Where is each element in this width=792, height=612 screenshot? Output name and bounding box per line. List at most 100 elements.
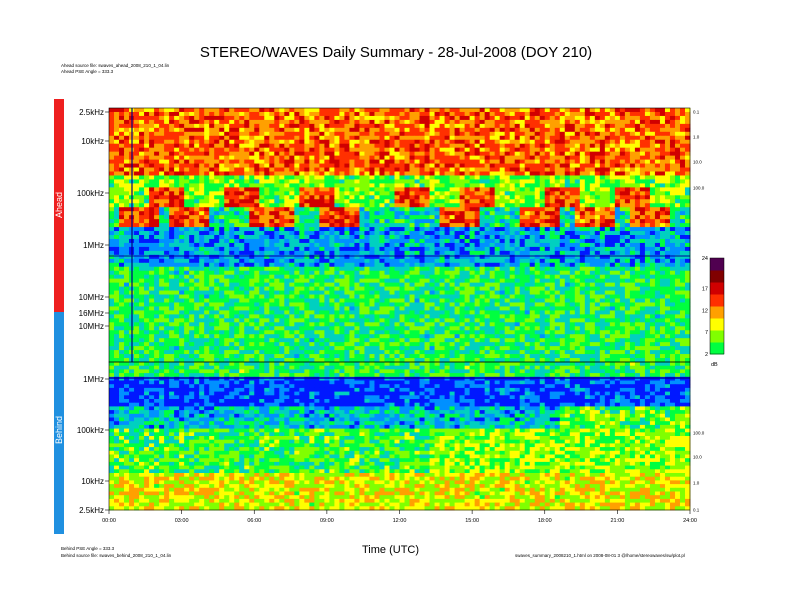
- ahead-cell: [504, 155, 511, 160]
- ahead-cell: [639, 167, 646, 172]
- ahead-cell: [459, 183, 466, 188]
- ahead-cell: [579, 250, 586, 256]
- ahead-cell: [234, 262, 240, 268]
- ahead-cell: [614, 195, 621, 200]
- ahead-cell: [309, 258, 315, 264]
- ahead-cell: [374, 270, 380, 276]
- ahead-cell: [684, 254, 691, 260]
- ahead-cell: [414, 135, 420, 141]
- ahead-cell: [149, 211, 155, 216]
- ahead-cell: [119, 254, 125, 260]
- ahead-cell: [519, 108, 526, 113]
- ahead-cell: [169, 191, 175, 196]
- ahead-cell: [389, 151, 395, 157]
- ahead-cell: [374, 242, 380, 248]
- ahead-cell: [324, 183, 330, 188]
- ahead-cell: [609, 108, 616, 113]
- ahead-cell: [604, 187, 611, 192]
- ahead-cell: [674, 111, 681, 117]
- ahead-cell: [439, 227, 445, 232]
- ahead-cell: [304, 211, 310, 216]
- ahead-cell: [484, 250, 491, 256]
- ahead-cell: [139, 155, 145, 160]
- ahead-cell: [534, 238, 541, 244]
- ahead-cell: [169, 175, 175, 180]
- ahead-cell: [154, 195, 160, 200]
- ahead-cell: [399, 250, 405, 256]
- ahead-cell: [644, 143, 651, 149]
- ahead-cell: [679, 155, 686, 160]
- ahead-cell: [114, 163, 120, 168]
- ahead-cell: [419, 167, 425, 172]
- ahead-cell: [534, 163, 541, 168]
- ahead-cell: [464, 175, 471, 180]
- ahead-cell: [609, 254, 616, 260]
- ahead-cell: [489, 227, 496, 232]
- ahead-cell: [159, 219, 165, 224]
- ahead-cell: [169, 254, 175, 260]
- ahead-cell: [479, 242, 486, 248]
- ahead-cell: [509, 131, 516, 137]
- ahead-cell: [334, 163, 340, 168]
- ahead-cell: [234, 270, 240, 276]
- ahead-cell: [569, 270, 576, 276]
- ahead-cell: [519, 195, 526, 200]
- ahead-cell: [234, 246, 240, 252]
- ahead-cell: [349, 119, 355, 125]
- ahead-cell: [514, 171, 521, 176]
- ahead-cell: [134, 195, 140, 200]
- ahead-cell: [109, 219, 115, 224]
- ahead-cell: [429, 227, 435, 232]
- ahead-cell: [554, 127, 561, 133]
- ahead-cell: [539, 143, 546, 149]
- ahead-cell: [149, 207, 155, 212]
- ahead-cell: [559, 219, 566, 224]
- ahead-cell: [159, 211, 165, 216]
- ahead-cell: [369, 139, 375, 145]
- ahead-cell: [344, 258, 350, 264]
- ahead-cell: [444, 258, 450, 264]
- ahead-cell: [679, 203, 686, 208]
- ahead-cell: [504, 250, 511, 256]
- ahead-cell: [289, 258, 295, 264]
- ahead-cell: [449, 127, 455, 133]
- ahead-cell: [574, 246, 581, 252]
- ahead-cell: [304, 266, 310, 272]
- ahead-cell: [549, 227, 556, 232]
- ahead-cell: [519, 219, 526, 224]
- ahead-cell: [244, 199, 250, 204]
- ahead-cell: [469, 215, 476, 220]
- ahead-cell: [659, 274, 666, 280]
- ahead-cell: [114, 147, 120, 153]
- ahead-cell: [399, 175, 405, 180]
- ahead-cell: [429, 175, 435, 180]
- ahead-cell: [524, 238, 531, 244]
- ahead-cell: [274, 135, 280, 141]
- ahead-cell: [614, 270, 621, 276]
- ahead-cell: [154, 179, 160, 184]
- ahead-cell: [454, 191, 460, 196]
- ahead-cell: [609, 211, 616, 216]
- ahead-cell: [529, 215, 536, 220]
- ahead-cell: [219, 111, 225, 117]
- ahead-cell: [244, 183, 250, 188]
- ahead-cell: [559, 274, 566, 280]
- ahead-cell: [259, 191, 265, 196]
- ahead-cell: [244, 238, 250, 244]
- ahead-cell: [139, 250, 145, 256]
- ahead-cell: [509, 235, 516, 240]
- ahead-cell: [494, 274, 501, 280]
- ahead-cell: [149, 108, 155, 113]
- ahead-cell: [454, 155, 460, 160]
- ahead-cell: [159, 135, 165, 141]
- ahead-cell: [419, 262, 425, 268]
- ahead-cell: [154, 108, 160, 113]
- ahead-cell: [304, 115, 310, 121]
- ahead-cell: [304, 250, 310, 256]
- ahead-cell: [194, 262, 200, 268]
- ahead-cell: [634, 163, 641, 168]
- ahead-cell: [659, 262, 666, 268]
- ahead-cell: [389, 227, 395, 232]
- ahead-cell: [544, 179, 551, 184]
- ahead-cell: [514, 242, 521, 248]
